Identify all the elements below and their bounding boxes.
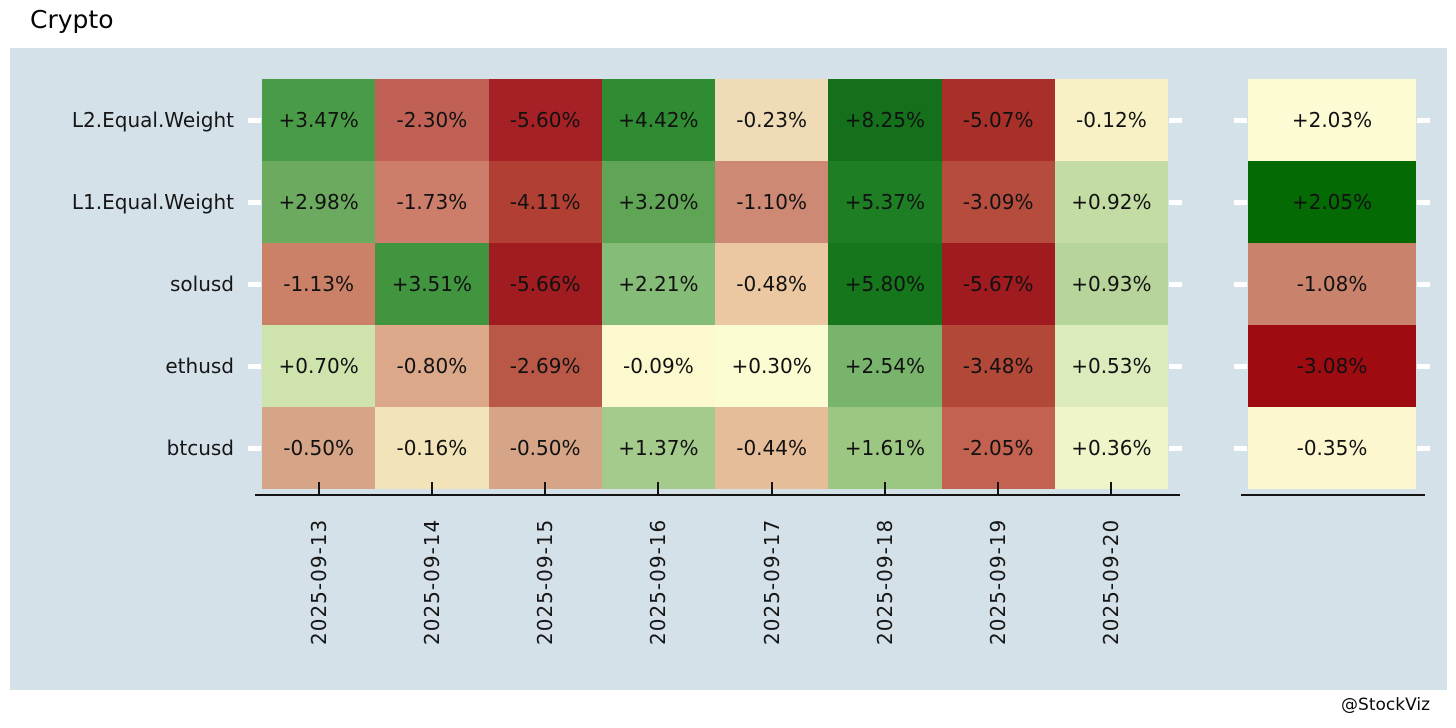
heatmap-cell: +2.21%: [601, 243, 715, 325]
x-axis-date-label: 2025-09-18: [872, 518, 897, 645]
heatmap-cell: -0.16%: [375, 407, 489, 489]
heatmap-cell: -0.80%: [375, 325, 489, 407]
heatmap-cell: +2.98%: [262, 161, 376, 243]
heatmap-cell: +0.93%: [1054, 243, 1168, 325]
heatmap-cell: -5.07%: [941, 79, 1055, 161]
row-tick: [1417, 363, 1430, 369]
x-axis-tick: [317, 482, 320, 495]
heatmap-cell: +5.80%: [828, 243, 942, 325]
heatmap-cell: -0.50%: [262, 407, 376, 489]
row-tick: [248, 445, 261, 451]
row-tick: [1234, 281, 1247, 287]
heatmap-cell: -0.09%: [601, 325, 715, 407]
row-label-solusd: solusd: [169, 272, 234, 296]
summary-cell: +2.03%: [1248, 79, 1416, 161]
heatmap-cell: -5.60%: [488, 79, 602, 161]
x-axis-date-label: 2025-09-14: [419, 518, 444, 645]
x-axis-tick: [1110, 482, 1113, 495]
x-axis-date-label: 2025-09-16: [646, 518, 671, 645]
heatmap-cell: -3.09%: [941, 161, 1055, 243]
row-tick: [1169, 363, 1182, 369]
heatmap-cell: -1.73%: [375, 161, 489, 243]
x-axis-date-label: 2025-09-15: [533, 518, 558, 645]
heatmap-cell: -2.69%: [488, 325, 602, 407]
row-label-l2-equal-weight: L2.Equal.Weight: [71, 108, 234, 132]
heatmap-cell: -2.30%: [375, 79, 489, 161]
heatmap-cell: -5.67%: [941, 243, 1055, 325]
heatmap-cell: +5.37%: [828, 161, 942, 243]
row-tick: [1417, 117, 1430, 123]
heatmap-cell: -0.23%: [715, 79, 829, 161]
summary-cell: -0.35%: [1248, 407, 1416, 489]
heatmap-cell: -1.10%: [715, 161, 829, 243]
x-axis-tick: [883, 482, 886, 495]
heatmap-cell: +8.25%: [828, 79, 942, 161]
x-axis-date-label: 2025-09-13: [306, 518, 331, 645]
summary-cell: +2.05%: [1248, 161, 1416, 243]
row-tick: [1234, 363, 1247, 369]
heatmap-cell: +3.20%: [601, 161, 715, 243]
row-tick: [1169, 445, 1182, 451]
row-tick: [1169, 281, 1182, 287]
heatmap-cell: +1.61%: [828, 407, 942, 489]
row-tick: [1234, 445, 1247, 451]
x-axis-date-label: 2025-09-19: [986, 518, 1011, 645]
heatmap-cell: -2.05%: [941, 407, 1055, 489]
row-tick: [1169, 117, 1182, 123]
x-axis-tick: [544, 482, 547, 495]
row-label-l1-equal-weight: L1.Equal.Weight: [71, 190, 234, 214]
x-axis-line-summary: [1241, 494, 1425, 496]
heatmap-cell: -4.11%: [488, 161, 602, 243]
heatmap-cell: -3.48%: [941, 325, 1055, 407]
row-tick: [1234, 199, 1247, 205]
heatmap-cell: +3.51%: [375, 243, 489, 325]
chart-title: Crypto: [30, 5, 114, 34]
x-axis-tick: [997, 482, 1000, 495]
summary-cell: -1.08%: [1248, 243, 1416, 325]
heatmap-cell: +0.36%: [1054, 407, 1168, 489]
heatmap-cell: +0.70%: [262, 325, 376, 407]
heatmap-cell: -1.13%: [262, 243, 376, 325]
heatmap-cell: -5.66%: [488, 243, 602, 325]
watermark-credit: @StockViz: [1341, 695, 1430, 715]
heatmap-cell: +0.92%: [1054, 161, 1168, 243]
x-axis-tick: [770, 482, 773, 495]
row-tick: [1417, 281, 1430, 287]
x-axis-line-main: [255, 494, 1180, 496]
row-tick: [248, 363, 261, 369]
row-tick: [248, 281, 261, 287]
heatmap-cell: -0.50%: [488, 407, 602, 489]
row-label-btcusd: btcusd: [166, 436, 234, 460]
heatmap-cell: +4.42%: [601, 79, 715, 161]
row-tick: [1417, 445, 1430, 451]
x-axis-tick: [430, 482, 433, 495]
row-tick: [248, 117, 261, 123]
heatmap-cell: +3.47%: [262, 79, 376, 161]
heatmap-cell: -0.12%: [1054, 79, 1168, 161]
row-tick: [1169, 199, 1182, 205]
heatmap-cell: -0.44%: [715, 407, 829, 489]
summary-cell: -3.08%: [1248, 325, 1416, 407]
x-axis-date-label: 2025-09-17: [759, 518, 784, 645]
row-tick: [1417, 199, 1430, 205]
heatmap-cell: -0.48%: [715, 243, 829, 325]
x-axis-tick: [657, 482, 660, 495]
heatmap-cell: +2.54%: [828, 325, 942, 407]
heatmap-cell: +0.53%: [1054, 325, 1168, 407]
row-label-ethusd: ethusd: [165, 354, 234, 378]
x-axis-date-label: 2025-09-20: [1099, 518, 1124, 645]
heatmap-cell: +1.37%: [601, 407, 715, 489]
row-tick: [248, 199, 261, 205]
row-tick: [1234, 117, 1247, 123]
heatmap-cell: +0.30%: [715, 325, 829, 407]
